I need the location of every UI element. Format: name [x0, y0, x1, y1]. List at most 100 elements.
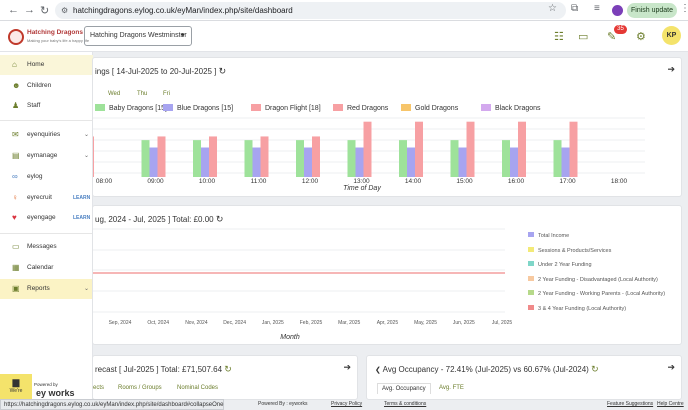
bar[interactable] — [304, 147, 312, 178]
x-tick-label: 18:00 — [611, 178, 628, 185]
legend-item[interactable]: Gold Dragons — [401, 104, 458, 112]
site-info-icon[interactable]: ⚙ — [61, 6, 69, 15]
nursery-select[interactable]: Hatching Dragons Westminster ▼ — [84, 26, 192, 46]
sidebar-item-home[interactable]: ⌂ Home — [0, 55, 93, 75]
legend-item[interactable]: Black Dragons — [481, 104, 541, 112]
bar[interactable] — [518, 121, 526, 177]
bar[interactable] — [502, 140, 510, 177]
sidebar-item-reports[interactable]: ▣ Reports ⌄ — [0, 279, 93, 299]
x-tick-label: 08:00 — [96, 178, 113, 185]
legend-swatch — [481, 104, 491, 111]
legend-item[interactable]: 2 Year Funding - Working Parents - (Loca… — [528, 290, 665, 297]
address-bar[interactable]: ⚙ hatchingdragons.eylog.co.uk/eyMan/index… — [55, 2, 566, 19]
bar[interactable] — [458, 147, 467, 178]
extensions-icon[interactable]: ⧉ — [571, 3, 579, 14]
legend-item[interactable]: 2 Year Funding - Disadvantaged (Local Au… — [528, 275, 658, 283]
x-tick-label: Nov, 2024 — [185, 320, 208, 326]
bar[interactable] — [93, 136, 94, 177]
brand-logo[interactable]: Hatching Dragons Making your baby's life… — [8, 27, 89, 47]
profile-avatar[interactable] — [612, 5, 623, 16]
bar[interactable] — [569, 121, 578, 177]
go-arrow-icon[interactable]: ➔ — [667, 64, 675, 74]
privacy-link[interactable]: Privacy Policy — [331, 401, 363, 407]
bar[interactable] — [157, 136, 166, 177]
bar[interactable] — [193, 140, 201, 177]
settings-gear-icon[interactable]: ⚙ — [636, 31, 646, 43]
bookmark-star-icon[interactable]: ☆ — [548, 3, 557, 14]
reload-icon[interactable]: ↻ — [40, 5, 50, 17]
x-tick-label: 13:00 — [353, 178, 370, 185]
refresh-icon[interactable]: ↻ — [224, 364, 232, 374]
tab-avg-occupancy[interactable]: Avg. Occupancy — [377, 383, 431, 394]
sidebar-item-eylog[interactable]: ∞ eylog — [0, 167, 93, 187]
sidebar-item-eymanage[interactable]: ▤ eymanage ⌄ — [0, 146, 93, 166]
x-tick-label: 12:00 — [302, 178, 319, 185]
day-tab-thu[interactable]: Thu — [137, 91, 148, 97]
tab-projects[interactable]: ects — [93, 385, 105, 391]
feature-suggestions-link[interactable]: Feature Suggestions — [607, 401, 654, 407]
legend-item[interactable]: Blue Dragons [15] — [163, 104, 233, 112]
legend-item[interactable]: Total Income — [528, 232, 569, 239]
learn-badge[interactable]: LEARN — [73, 195, 91, 201]
live-chat-widget[interactable]: ▆ We're — [0, 374, 32, 402]
sidebar-item-staff[interactable]: ♟ Staff — [0, 96, 93, 116]
back-icon[interactable]: ← — [8, 4, 19, 16]
bar[interactable] — [244, 140, 253, 177]
legend-item[interactable]: Sessions & Products/Services — [528, 246, 611, 254]
legend-item[interactable]: Baby Dragons [15] — [95, 104, 167, 112]
bar[interactable] — [149, 147, 158, 178]
legend-swatch — [528, 246, 534, 252]
bar[interactable] — [312, 136, 320, 177]
user-avatar[interactable]: KP — [662, 26, 681, 45]
bar[interactable] — [260, 136, 269, 177]
bar[interactable] — [561, 147, 570, 178]
bar[interactable] — [347, 140, 356, 177]
bar[interactable] — [407, 147, 415, 178]
browser-menu-icon[interactable]: ⋮ — [680, 3, 688, 14]
sidebar-item-calendar[interactable]: ▦ Calendar — [0, 258, 93, 278]
tab-nominal-codes[interactable]: Nominal Codes — [177, 385, 219, 391]
bar[interactable] — [363, 121, 372, 177]
bar[interactable] — [201, 147, 209, 178]
bar[interactable] — [209, 136, 217, 177]
refresh-icon[interactable]: ↻ — [218, 66, 227, 76]
day-tab-wed[interactable]: Wed — [108, 91, 121, 97]
legend-swatch — [528, 275, 534, 281]
chat-icon[interactable]: ▭ — [578, 31, 589, 43]
bar[interactable] — [252, 147, 261, 178]
media-icon[interactable]: ≡ — [594, 3, 600, 14]
bar[interactable] — [450, 140, 459, 177]
legend-item[interactable]: Under 2 Year Funding — [528, 261, 592, 268]
day-tab-fri[interactable]: Fri — [163, 91, 170, 97]
go-arrow-icon[interactable]: ➔ — [343, 362, 351, 372]
bar[interactable] — [466, 121, 475, 177]
sidebar-item-eyenquiries[interactable]: ✉ eyenquiries ⌄ — [0, 125, 93, 145]
finish-update-button[interactable]: Finish update — [627, 3, 677, 18]
learn-badge[interactable]: LEARN — [73, 215, 91, 221]
refresh-icon[interactable]: ↻ — [591, 364, 599, 374]
sidebar-item-eyrecruit[interactable]: ♀ eyrecruit LEARN — [0, 188, 93, 208]
refresh-icon[interactable]: ↻ — [215, 214, 224, 224]
terms-link[interactable]: Terms & conditions — [384, 401, 427, 407]
help-centre-link[interactable]: Help Centre — [657, 401, 684, 407]
legend-item[interactable]: Red Dragons — [333, 104, 388, 112]
tab-avg-fte[interactable]: Avg. FTE — [439, 385, 464, 391]
bar[interactable] — [399, 140, 407, 177]
bar[interactable] — [141, 140, 150, 177]
sidebar-item-eyengage[interactable]: ♥ eyengage LEARN — [0, 208, 93, 228]
bar[interactable] — [553, 140, 562, 177]
tab-rooms-groups[interactable]: Rooms / Groups — [118, 385, 162, 391]
bookings-card: ings [ 14-Jul-2025 to 20-Jul-2025 ] ↻ ➔ … — [92, 57, 682, 197]
bar[interactable] — [355, 147, 364, 178]
legend-item[interactable]: Dragon Flight [18] — [251, 104, 321, 112]
forward-icon[interactable]: → — [24, 4, 35, 16]
sidebar-item-children[interactable]: ☻ Children — [0, 76, 93, 96]
sidebar-item-messages[interactable]: ▭ Messages — [0, 237, 93, 257]
notifications-icon[interactable]: ✎ — [607, 31, 617, 43]
go-arrow-icon[interactable]: ➔ — [667, 362, 675, 372]
bar[interactable] — [296, 140, 304, 177]
legend-item[interactable]: 3 & 4 Year Funding (Local Authority) — [528, 304, 626, 312]
bar[interactable] — [415, 121, 423, 177]
bar[interactable] — [510, 147, 518, 178]
tasks-icon[interactable]: ☷ — [554, 31, 564, 43]
